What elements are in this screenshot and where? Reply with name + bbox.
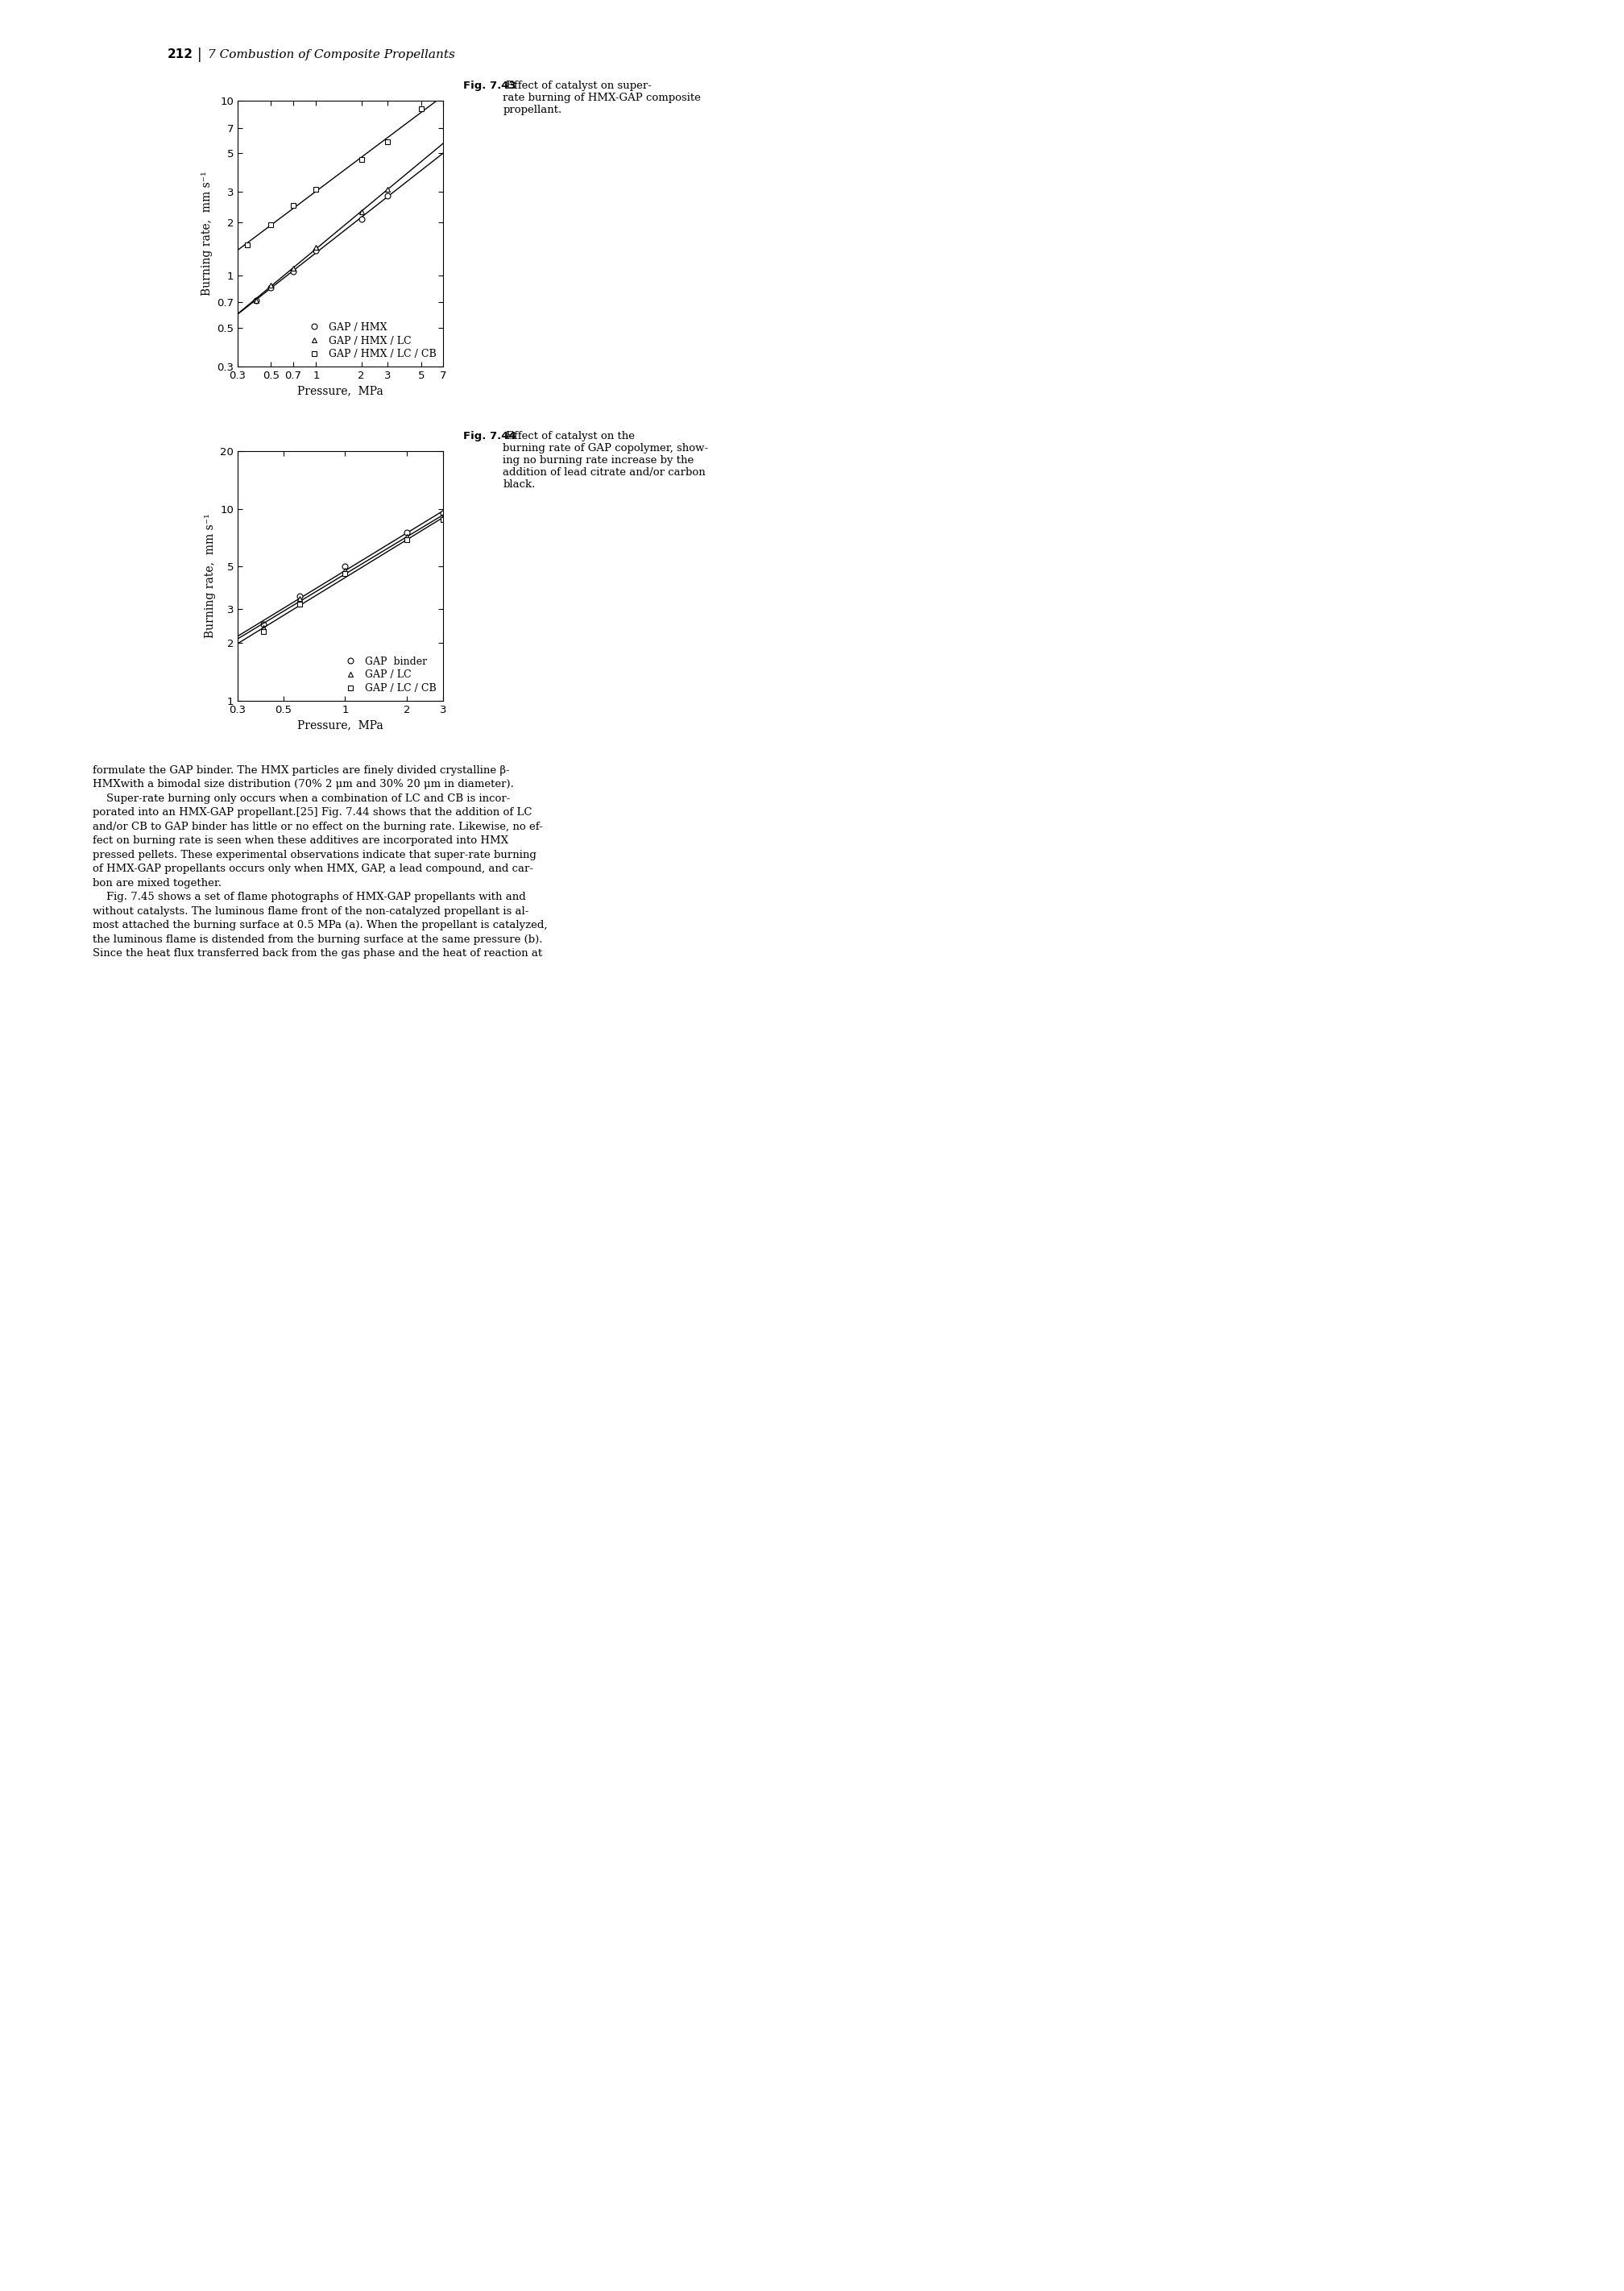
Text: Effect of catalyst on the
burning rate of GAP copolymer, show-
ing no burning ra: Effect of catalyst on the burning rate o… bbox=[503, 431, 708, 490]
GAP / HMX / LC / CB bbox=[261, 211, 281, 238]
GAP / HMX / LC bbox=[352, 199, 372, 227]
GAP / HMX / LC / CB bbox=[239, 231, 258, 259]
Line: GAP / LC: GAP / LC bbox=[260, 515, 447, 630]
GAP  binder bbox=[253, 612, 273, 639]
GAP / LC bbox=[335, 557, 354, 584]
GAP / LC / CB bbox=[335, 559, 354, 586]
Line: GAP / LC / CB: GAP / LC / CB bbox=[260, 518, 447, 635]
Text: Fig. 7.43: Fig. 7.43 bbox=[463, 80, 516, 92]
Line: GAP  binder: GAP binder bbox=[260, 511, 447, 628]
GAP / HMX bbox=[352, 206, 372, 234]
Text: Effect of catalyst on super-
rate burning of HMX-GAP composite
propellant.: Effect of catalyst on super- rate burnin… bbox=[503, 80, 702, 115]
Y-axis label: Burning rate,  mm s⁻¹: Burning rate, mm s⁻¹ bbox=[201, 172, 213, 296]
GAP / HMX / LC bbox=[283, 254, 302, 282]
Legend: GAP / HMX, GAP / HMX / LC, GAP / HMX / LC / CB: GAP / HMX, GAP / HMX / LC, GAP / HMX / L… bbox=[305, 321, 438, 362]
Legend: GAP  binder, GAP / LC, GAP / LC / CB: GAP binder, GAP / LC, GAP / LC / CB bbox=[343, 655, 438, 696]
Text: |: | bbox=[198, 48, 201, 62]
GAP / HMX / LC / CB bbox=[283, 192, 302, 220]
GAP / LC bbox=[434, 504, 453, 532]
Y-axis label: Burning rate,  mm s⁻¹: Burning rate, mm s⁻¹ bbox=[205, 513, 216, 639]
GAP / LC bbox=[253, 614, 273, 641]
GAP / HMX bbox=[283, 259, 302, 286]
GAP / HMX bbox=[307, 236, 326, 263]
GAP / LC / CB bbox=[289, 591, 309, 619]
GAP  binder bbox=[398, 520, 417, 548]
Line: GAP / HMX: GAP / HMX bbox=[253, 192, 391, 302]
Line: GAP / HMX / LC: GAP / HMX / LC bbox=[253, 186, 391, 302]
GAP  binder bbox=[335, 552, 354, 580]
GAP / HMX / LC bbox=[247, 286, 266, 314]
GAP / HMX / LC / CB bbox=[307, 176, 326, 204]
Text: 212: 212 bbox=[167, 48, 193, 62]
Line: GAP / HMX / LC / CB: GAP / HMX / LC / CB bbox=[245, 105, 424, 247]
GAP / HMX / LC bbox=[261, 270, 281, 298]
GAP / LC / CB bbox=[398, 527, 417, 554]
GAP / LC / CB bbox=[253, 619, 273, 646]
GAP / LC bbox=[289, 584, 309, 612]
GAP / HMX bbox=[378, 181, 398, 208]
X-axis label: Pressure,  MPa: Pressure, MPa bbox=[297, 719, 383, 731]
Text: Fig. 7.44: Fig. 7.44 bbox=[463, 431, 516, 442]
X-axis label: Pressure,  MPa: Pressure, MPa bbox=[297, 385, 383, 396]
GAP / HMX / LC bbox=[307, 234, 326, 261]
GAP  binder bbox=[289, 582, 309, 609]
Text: 7 Combustion of Composite Propellants: 7 Combustion of Composite Propellants bbox=[208, 48, 455, 60]
Text: formulate the GAP binder. The HMX particles are finely divided crystalline β-
HM: formulate the GAP binder. The HMX partic… bbox=[93, 765, 547, 960]
GAP / HMX bbox=[261, 275, 281, 302]
GAP / HMX bbox=[247, 286, 266, 314]
GAP / HMX / LC / CB bbox=[378, 128, 398, 156]
GAP / LC bbox=[398, 522, 417, 550]
GAP / HMX / LC / CB bbox=[411, 94, 430, 121]
GAP / HMX / LC bbox=[378, 176, 398, 204]
GAP / HMX / LC / CB bbox=[352, 147, 372, 174]
GAP / LC / CB bbox=[434, 506, 453, 534]
GAP  binder bbox=[434, 499, 453, 527]
